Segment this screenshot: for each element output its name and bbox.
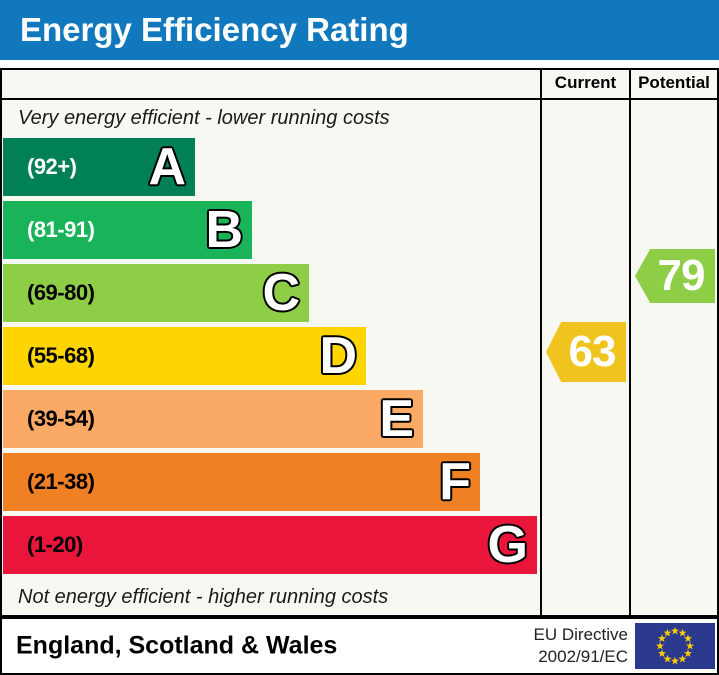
band-letter: A [148,138,186,196]
eu-directive-line2: 2002/91/EC [538,647,628,666]
page-title: Energy Efficiency Rating [20,11,409,48]
band-range-label: (92+) [27,154,77,179]
band-letter: D [319,327,357,385]
band-row-c: (69-80) C [3,264,309,322]
title-bar: Energy Efficiency Rating [0,0,719,60]
current-column-header: Current [554,73,617,92]
band-row-a: (92+) A [3,138,195,196]
region-label: England, Scotland & Wales [16,631,338,660]
band-range-label: (69-80) [27,280,95,305]
potential-rating-value: 79 [657,251,706,300]
potential-rating-pointer: 79 [635,249,715,303]
header-row-divider [0,98,719,100]
band-row-f: (21-38) F [3,453,480,511]
band-letter: G [487,516,528,574]
potential-column-header: Potential [638,73,710,92]
band-row-d: (55-68) D [3,327,366,385]
bottom-note: Not energy efficient - higher running co… [18,586,389,608]
footer: England, Scotland & Wales EU Directive 2… [0,617,719,675]
eu-directive-label: EU Directive 2002/91/EC [534,624,628,668]
eu-directive-line1: EU Directive [533,625,628,644]
eu-flag-icon [635,623,715,669]
band-row-g: (1-20) G [3,516,537,574]
band-range-label: (55-68) [27,343,95,368]
band-letter: E [379,390,414,448]
band-range-label: (1-20) [27,532,83,557]
current-rating-value: 63 [568,327,617,376]
band-letter: C [262,264,300,322]
band-range-label: (21-38) [27,469,95,494]
band-range-label: (81-91) [27,217,95,242]
band-row-e: (39-54) E [3,390,423,448]
band-row-b: (81-91) B [3,201,252,259]
band-letter: F [439,453,471,511]
band-letter: B [205,201,243,259]
current-column-divider [540,68,542,617]
top-note: Very energy efficient - lower running co… [18,107,390,129]
current-rating-pointer: 63 [546,322,626,382]
band-range-label: (39-54) [27,406,95,431]
potential-column-divider [629,68,631,617]
